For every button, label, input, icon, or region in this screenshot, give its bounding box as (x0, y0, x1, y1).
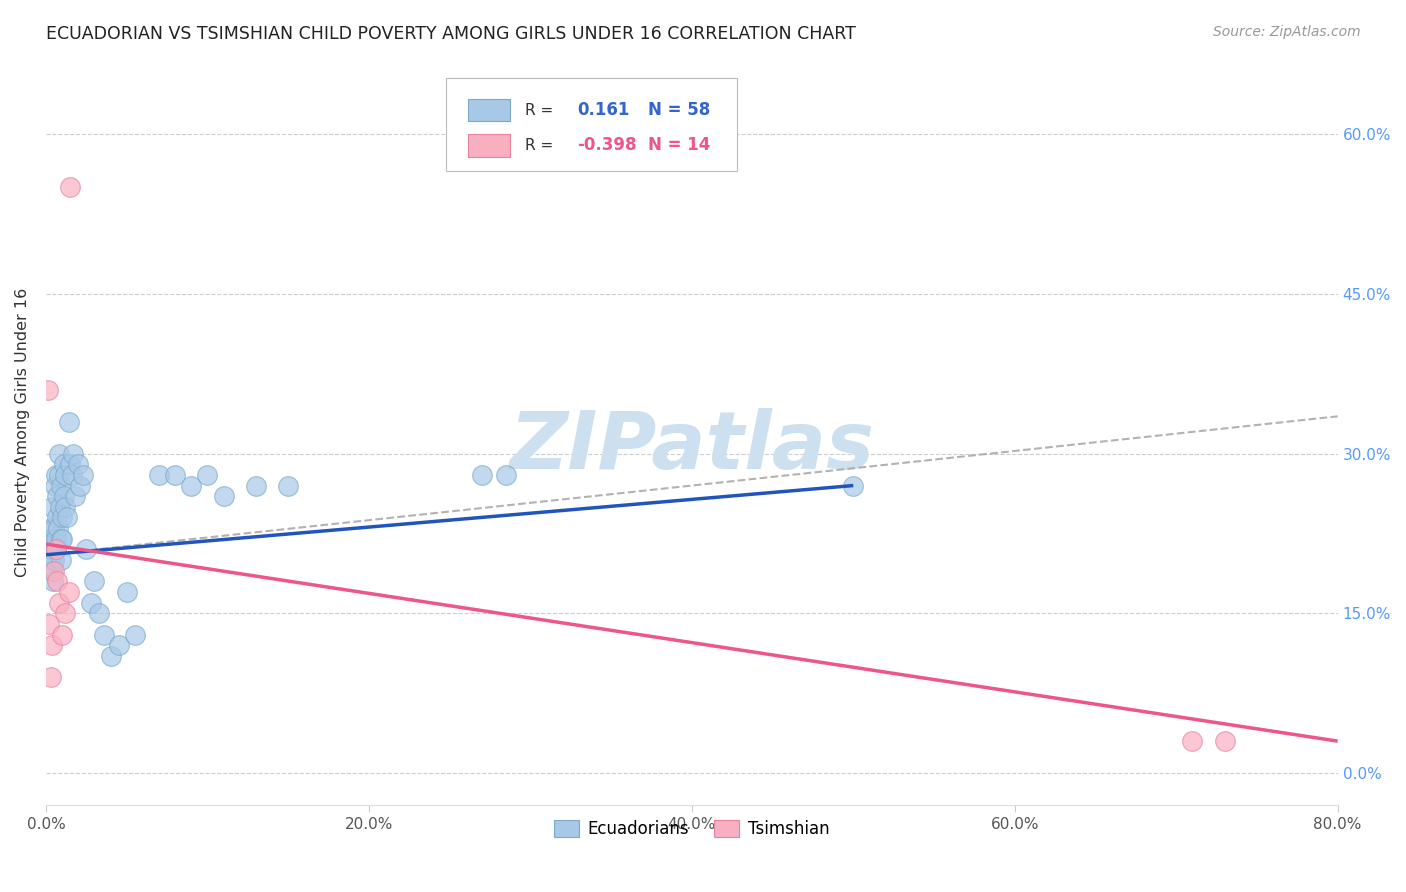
Point (115, 585, 138, 599)
Text: N = 14: N = 14 (648, 136, 710, 154)
Point (48, 596, 70, 610)
Point (124, 627, 146, 641)
Point (165, 467, 187, 482)
Point (93, 627, 115, 641)
Point (41, 532, 63, 546)
Point (49, 478, 72, 492)
Point (41, 638, 63, 652)
Point (148, 467, 170, 482)
Point (42, 574, 65, 589)
Point (53, 500, 76, 514)
Point (44, 478, 66, 492)
Point (46, 510, 69, 524)
Text: 0.161: 0.161 (576, 102, 630, 120)
FancyBboxPatch shape (468, 99, 510, 121)
Legend: Ecuadorians, Tsimshian: Ecuadorians, Tsimshian (548, 814, 837, 845)
Point (51, 510, 73, 524)
Point (471, 467, 494, 482)
Point (46, 574, 69, 589)
Point (59, 180, 82, 194)
Text: ECUADORIAN VS TSIMSHIAN CHILD POVERTY AMONG GIRLS UNDER 16 CORRELATION CHART: ECUADORIAN VS TSIMSHIAN CHILD POVERTY AM… (46, 25, 856, 43)
Point (46, 489, 69, 503)
Point (495, 467, 517, 482)
Point (49, 532, 72, 546)
FancyBboxPatch shape (468, 134, 510, 156)
Point (45, 542, 67, 557)
Point (42, 564, 65, 578)
Point (89, 607, 111, 621)
Point (277, 478, 299, 492)
Point (38, 617, 60, 632)
Point (83, 574, 105, 589)
Point (51, 553, 73, 567)
Point (45, 542, 67, 557)
Point (45, 467, 67, 482)
Text: ZIPatlas: ZIPatlas (509, 409, 875, 486)
Point (42, 553, 65, 567)
Point (46, 521, 69, 535)
Point (180, 478, 202, 492)
Point (72, 467, 94, 482)
Text: R =: R = (526, 138, 554, 153)
Point (52, 457, 75, 471)
Point (37, 383, 59, 397)
Point (63, 489, 86, 503)
FancyBboxPatch shape (446, 78, 737, 171)
Point (62, 447, 84, 461)
Point (45, 532, 67, 546)
Point (39, 521, 62, 535)
Point (37, 542, 59, 557)
Point (41, 500, 63, 514)
Point (51, 532, 73, 546)
Point (69, 478, 91, 492)
Point (58, 415, 80, 429)
Point (53, 607, 76, 621)
Point (80, 596, 103, 610)
Text: N = 58: N = 58 (648, 102, 710, 120)
Point (67, 457, 90, 471)
Point (75, 542, 97, 557)
Point (1213, 734, 1236, 748)
Point (41, 564, 63, 578)
Point (100, 648, 122, 663)
Point (1181, 734, 1204, 748)
Point (39, 670, 62, 684)
Text: -0.398: -0.398 (576, 136, 637, 154)
Point (53, 467, 76, 482)
Point (107, 638, 129, 652)
Point (60, 467, 83, 482)
Point (41, 542, 63, 557)
Point (42, 521, 65, 535)
Point (38, 532, 60, 546)
Point (48, 467, 70, 482)
Point (48, 500, 70, 514)
Point (212, 489, 235, 503)
Point (48, 447, 70, 461)
Point (52, 489, 75, 503)
Point (58, 585, 80, 599)
Point (51, 627, 73, 641)
Text: R =: R = (526, 103, 554, 118)
Y-axis label: Child Poverty Among Girls Under 16: Child Poverty Among Girls Under 16 (15, 288, 30, 577)
Text: Source: ZipAtlas.com: Source: ZipAtlas.com (1213, 25, 1361, 39)
Point (59, 457, 82, 471)
Point (56, 510, 79, 524)
Point (842, 478, 865, 492)
Point (39, 553, 62, 567)
Point (245, 478, 267, 492)
Point (197, 467, 219, 482)
